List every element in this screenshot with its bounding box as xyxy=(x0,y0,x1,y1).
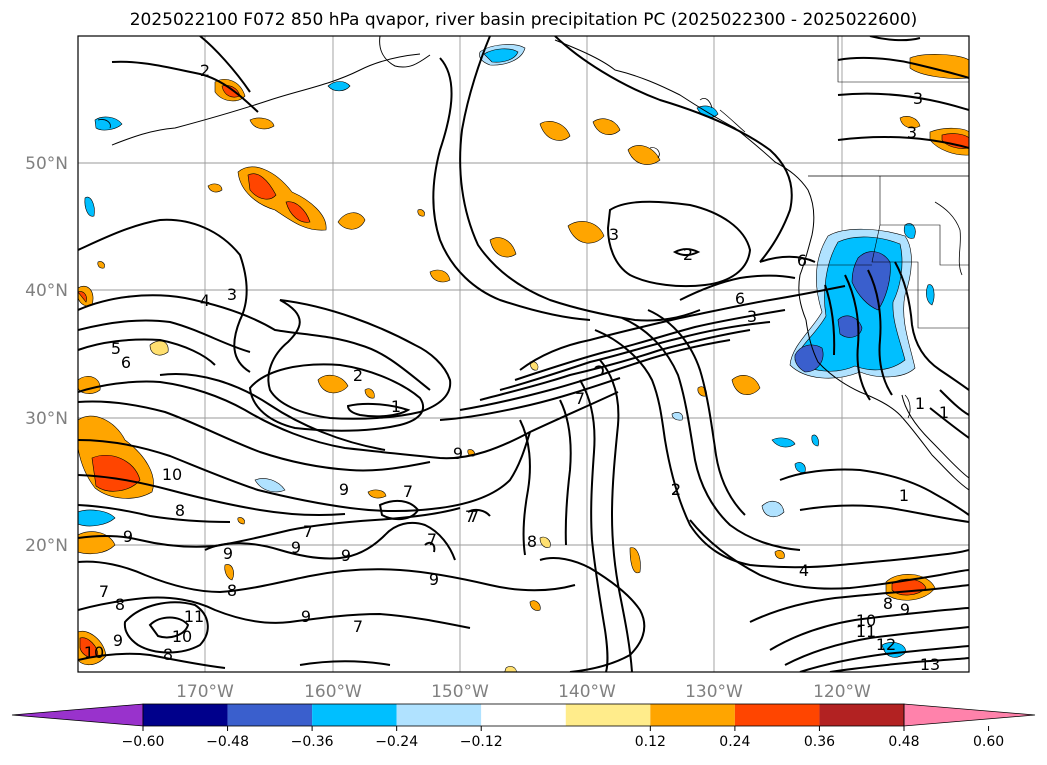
plot-border xyxy=(77,35,970,673)
contour-label: 2 xyxy=(683,245,693,264)
colorbar-segment xyxy=(819,704,904,726)
lon-label-150w: 150°W xyxy=(431,682,489,702)
lon-label-140w: 140°W xyxy=(558,682,616,702)
lon-label-130w: 130°W xyxy=(685,682,743,702)
contour-label: 9 xyxy=(429,570,439,589)
contour-label: 1 xyxy=(915,394,925,413)
contour-label: 7 xyxy=(353,617,363,636)
contour-label: 9 xyxy=(113,631,123,650)
contour-label: 2 xyxy=(353,366,363,385)
colorbar-segment xyxy=(650,704,735,726)
contour-label: 2 xyxy=(671,480,681,499)
colorbar-tick-label: −0.24 xyxy=(375,734,418,750)
colorbar-tick-label: 0.60 xyxy=(973,734,1004,750)
lat-label-50: 50°N xyxy=(25,154,68,174)
colorbar-segment xyxy=(734,704,820,726)
contour-label: 8 xyxy=(527,532,537,551)
contour-label: 10 xyxy=(162,465,182,484)
lon-label-170w: 170°W xyxy=(176,682,234,702)
contour-label: 7 xyxy=(303,522,313,541)
patch-westcoast-dark1 xyxy=(851,251,891,311)
contour-label: 2 xyxy=(671,480,681,499)
contour-label: 9 xyxy=(900,600,910,619)
contour-label: 9 xyxy=(301,607,311,626)
contour-label: 11 xyxy=(184,607,204,626)
contour-label: 1 xyxy=(391,397,401,416)
contour-label: 8 xyxy=(115,595,125,614)
contour-label: 7 xyxy=(427,530,437,549)
colorbar-tick-label: −0.12 xyxy=(460,734,503,750)
contour-label: 4 xyxy=(799,561,809,580)
latitude-labels: 50°N 40°N 30°N 20°N xyxy=(25,154,68,556)
contour-label: 9 xyxy=(453,444,463,463)
contour-label: 3 xyxy=(907,123,917,142)
contour-label: 11 xyxy=(856,622,876,641)
contour-label: 5 xyxy=(111,339,121,358)
colorbar-tick-label: 0.12 xyxy=(635,734,666,750)
contour-label: 13 xyxy=(920,655,940,674)
contour-label: 7 xyxy=(469,507,479,526)
contour-label: 10 xyxy=(84,643,104,662)
contour-label: 8 xyxy=(163,645,173,664)
contour-label: 8 xyxy=(883,594,893,613)
colorbar: −0.60 −0.48 −0.36 −0.24 −0.12 0.12 0.24 0.36 0.4… xyxy=(11,703,1036,750)
longitude-labels: 170°W 160°W 150°W 140°W 130°W 120°W xyxy=(176,682,871,702)
qvapor-contours xyxy=(78,36,969,672)
contour-label: 9 xyxy=(341,546,351,565)
colorbar-tick-label: −0.36 xyxy=(291,734,334,750)
patch-westcoast-dark3 xyxy=(837,315,863,338)
contour-label: 9 xyxy=(339,480,349,499)
contour-label: 6 xyxy=(735,289,745,308)
contour-label: 2 xyxy=(200,61,210,80)
colorbar-segment xyxy=(143,704,228,726)
contour-label: 12 xyxy=(876,635,896,654)
contour-label: 9 xyxy=(291,538,301,557)
contour-label: 7 xyxy=(575,389,585,408)
contour-label: 10 xyxy=(172,627,192,646)
lat-label-30: 30°N xyxy=(25,409,68,429)
contour-label: 9 xyxy=(223,544,233,563)
colorbar-tick-label: 0.48 xyxy=(888,734,919,750)
colorbar-tick-label: 0.24 xyxy=(719,734,750,750)
islands xyxy=(97,98,911,419)
lon-label-160w: 160°W xyxy=(304,682,362,702)
contour-label: 7 xyxy=(99,582,109,601)
lat-label-20: 20°N xyxy=(25,536,68,556)
contour-label: 7 xyxy=(403,482,413,501)
contour-label: 6 xyxy=(121,353,131,372)
lat-label-40: 40°N xyxy=(25,281,68,301)
colorbar-segment xyxy=(481,704,566,726)
contour-label: 3 xyxy=(227,285,237,304)
lon-label-120w: 120°W xyxy=(813,682,871,702)
contour-label: 1 xyxy=(899,486,909,505)
contour-label: 1 xyxy=(939,403,949,422)
contour-label: 3 xyxy=(747,307,757,326)
colorbar-tick-label: 0.36 xyxy=(804,734,835,750)
coastlines xyxy=(111,36,969,491)
contour-label: 4 xyxy=(200,291,210,310)
colorbar-segment xyxy=(396,704,482,726)
colorbar-tick-label: −0.48 xyxy=(206,734,249,750)
colorbar-segment xyxy=(227,704,313,726)
contour-label: 9 xyxy=(123,527,133,546)
colorbar-tick-label: −0.60 xyxy=(122,734,165,750)
colorbar-extend-low xyxy=(11,703,144,727)
colorbar-extend-high xyxy=(903,703,1036,727)
map-title: 2025022100 F072 850 hPa qvapor, river ba… xyxy=(129,10,918,30)
contour-label: 3 xyxy=(913,89,923,108)
colorbar-segment xyxy=(312,704,397,726)
contour-label: 3 xyxy=(609,225,619,244)
contour-label: 6 xyxy=(797,251,807,270)
colorbar-segment xyxy=(565,704,651,726)
precip-patches xyxy=(78,44,969,672)
contour-label: 10 xyxy=(856,611,876,630)
contour-label: 7 xyxy=(465,507,475,526)
contour-label: 8 xyxy=(227,581,237,600)
contour-label: 8 xyxy=(175,501,185,520)
